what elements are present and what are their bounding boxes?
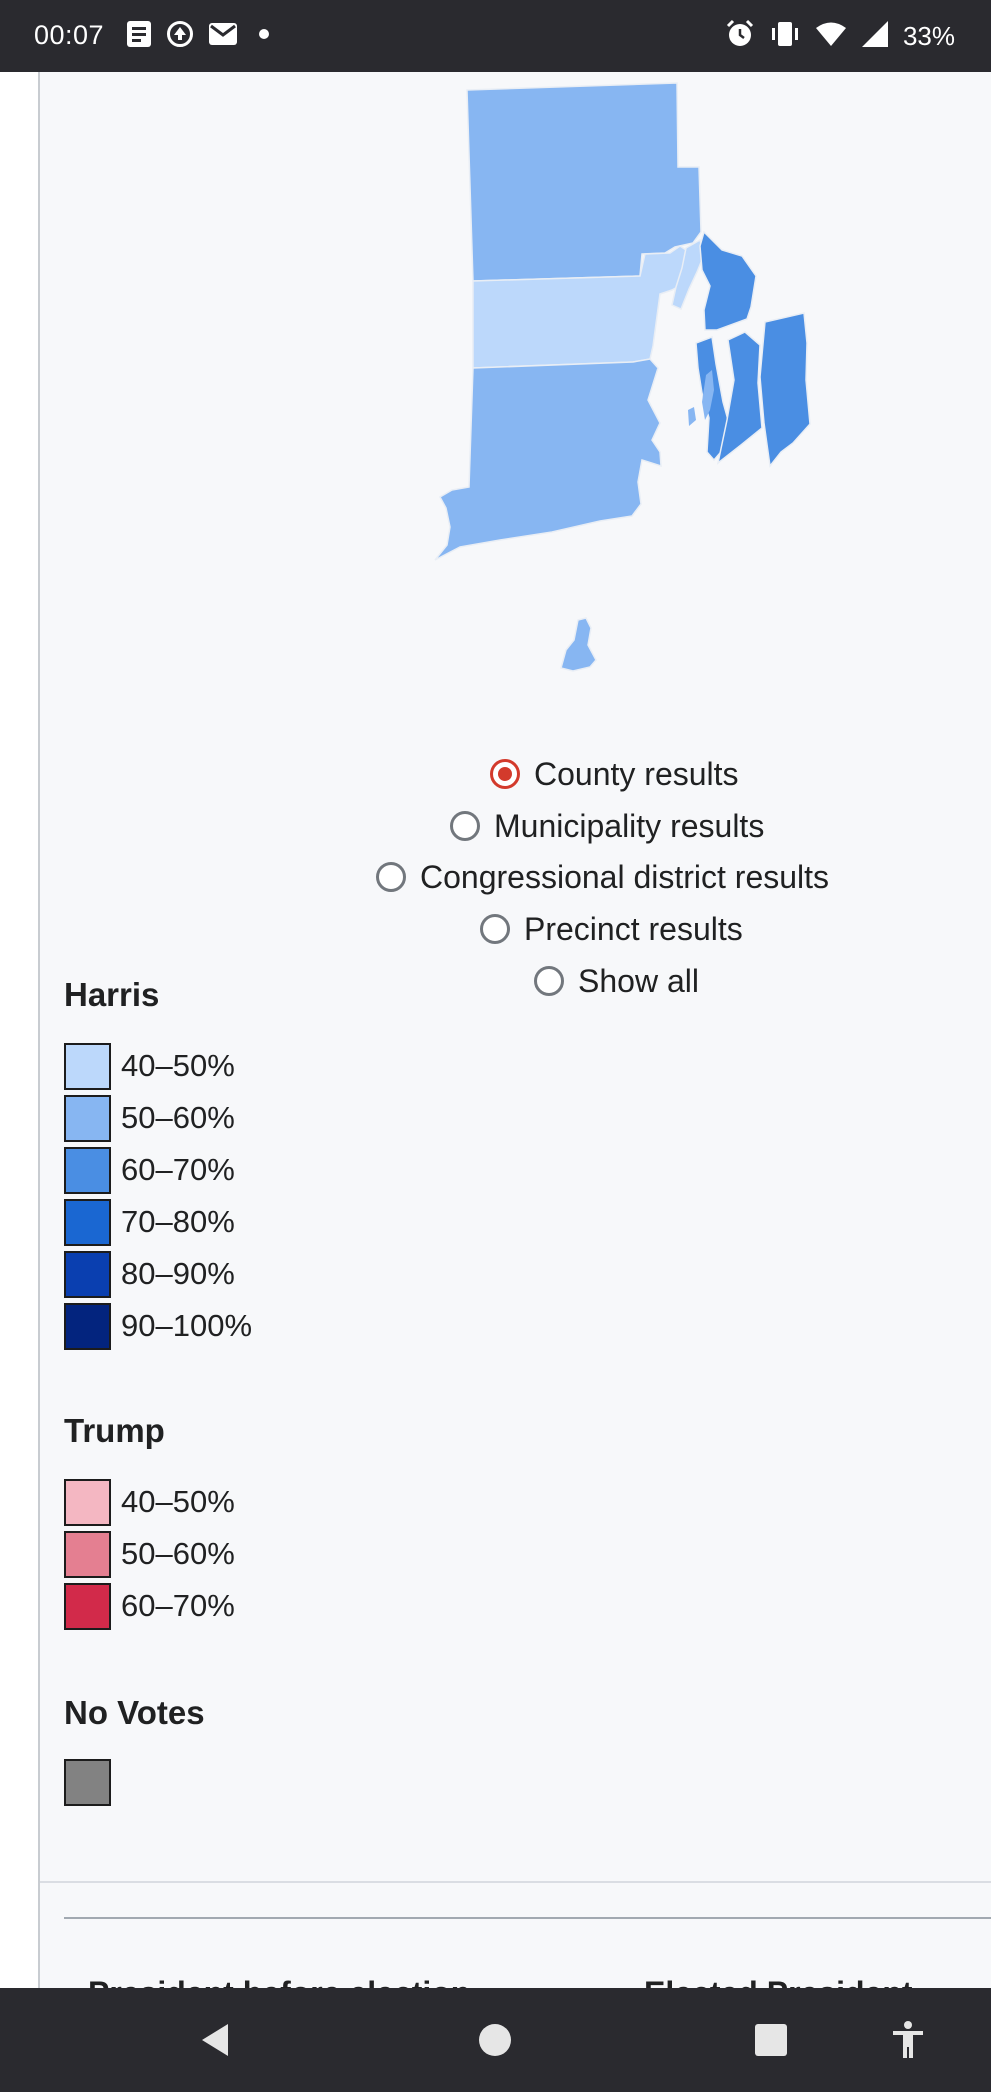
accessibility-icon [893,2021,923,2058]
radio-button[interactable] [534,966,564,996]
county-newport-mainland[interactable] [699,230,757,331]
radio-show-all[interactable]: Show all [534,959,699,1003]
radio-congressional-district-results[interactable]: Congressional district results [376,855,829,899]
legend-label: 40–50% [121,1048,235,1083]
left-border [38,72,40,1988]
legend-item: 90–100% [64,1302,252,1350]
county-providence[interactable] [466,82,702,282]
legend-label: 60–70% [121,1152,235,1187]
accessibility-button[interactable] [876,2008,940,2072]
vibrate-icon [769,20,801,53]
legend-label: 50–60% [121,1100,235,1135]
legend-item: 50–60% [64,1094,235,1142]
back-button[interactable] [184,2008,248,2072]
alarm-icon [725,19,755,54]
legend-item: 40–50% [64,1478,235,1526]
legend-item [64,1758,111,1806]
legend-item: 40–50% [64,1042,235,1090]
sync-icon [166,20,194,53]
radio-label: Show all [578,962,699,999]
legend-swatch [64,1042,111,1090]
legend-swatch [64,1530,111,1578]
infobox-rule [64,1917,991,1919]
section-divider [40,1881,991,1883]
legend-label: 50–60% [121,1536,235,1571]
radio-label: County results [534,755,739,792]
dot-icon [252,22,276,51]
legend-label: 60–70% [121,1588,235,1623]
radio-button-checked[interactable] [490,759,520,789]
notes-icon [126,20,152,53]
notification-icons [126,19,276,53]
county-newport-aquidneck[interactable] [759,312,811,468]
radio-label: Congressional district results [420,858,830,895]
radio-county-results[interactable]: County results [490,752,739,796]
legend-label: 90–100% [121,1308,253,1343]
county-washington-block-island[interactable] [560,617,597,672]
signal-icon [861,20,889,53]
legend-swatch [64,1302,111,1350]
wifi-icon [815,21,847,52]
legend-item: 60–70% [64,1146,235,1194]
recents-icon [755,2024,787,2056]
legend-label: 80–90% [121,1256,235,1291]
infobox-heading-elected-president: Elected President [644,1975,913,1988]
status-bar: 00:07 33% [0,0,991,72]
mail-icon [208,22,238,51]
legend-swatch [64,1146,111,1194]
infobox-heading-president-before: President before election [88,1975,470,1988]
island-patience [688,407,696,426]
county-washington[interactable] [434,358,662,561]
legend-label: 70–80% [121,1204,235,1239]
legend-swatch [64,1198,111,1246]
legend-item: 70–80% [64,1198,235,1246]
legend-swatch [64,1250,111,1298]
legend-item: 60–70% [64,1582,235,1630]
legend-swatch [64,1582,111,1630]
left-margin [0,72,38,1988]
status-time: 00:07 [34,20,105,50]
legend-label: 40–50% [121,1484,235,1519]
home-icon [479,2024,511,2056]
radio-label: Precinct results [524,910,743,947]
county-newport-south[interactable] [716,331,763,465]
island-prudence [702,370,714,420]
legend-item: 80–90% [64,1250,235,1298]
legend-item: 50–60% [64,1530,235,1578]
radio-label: Municipality results [494,807,765,844]
back-icon [202,2024,228,2056]
navigation-bar [0,1988,991,2092]
legend-swatch [64,1094,111,1142]
radio-button[interactable] [450,811,480,841]
radio-button[interactable] [376,862,406,892]
county-results-map [434,82,811,672]
legend-title-harris: Harris [64,976,160,1013]
recents-button[interactable] [739,2008,803,2072]
home-button[interactable] [463,2008,527,2072]
legend-title-no-votes: No Votes [64,1694,205,1731]
legend-swatch [64,1478,111,1526]
radio-precinct-results[interactable]: Precinct results [480,907,743,951]
legend-title-trump: Trump [64,1412,165,1449]
system-status: 33% [725,19,955,53]
battery-level: 33% [902,20,955,51]
legend-swatch [64,1758,111,1806]
page-content: County results Municipality results Cong… [0,72,991,1988]
radio-button[interactable] [480,914,510,944]
radio-municipality-results[interactable]: Municipality results [450,804,764,848]
